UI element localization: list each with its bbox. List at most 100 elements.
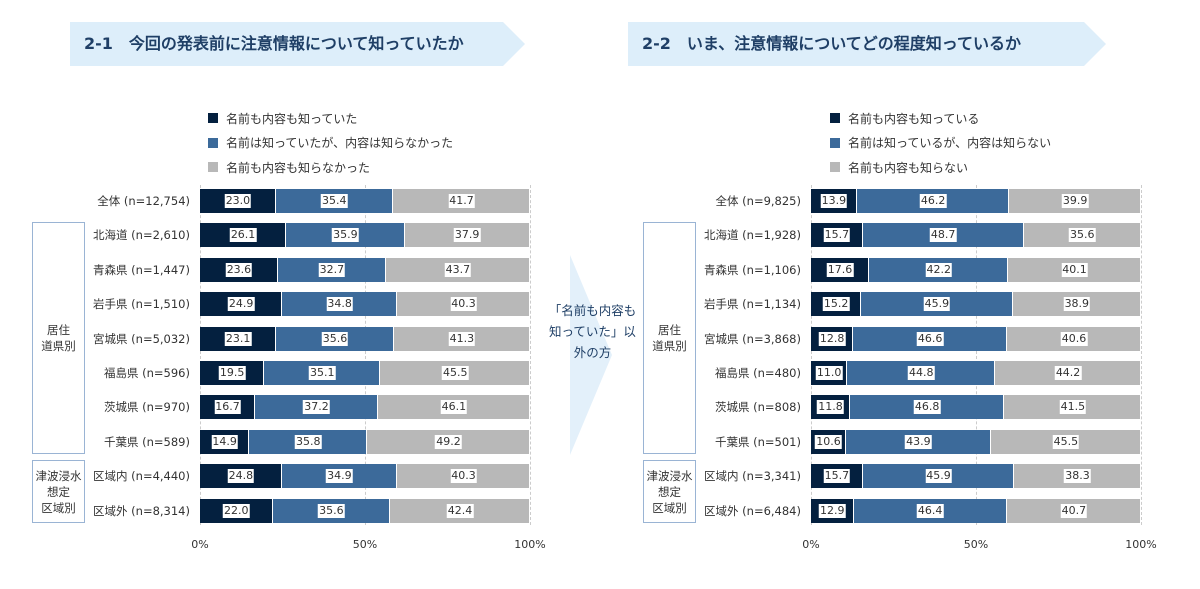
data-label: 37.2 <box>303 400 330 415</box>
x-tick-label: 50% <box>963 538 989 551</box>
data-label: 42.4 <box>446 503 474 518</box>
category-label: 茨城県 (n=970) <box>103 400 190 415</box>
data-label: 41.3 <box>448 331 476 346</box>
data-label: 10.6 <box>815 434 842 449</box>
data-label: 45.9 <box>923 297 951 312</box>
data-label: 46.1 <box>440 400 468 415</box>
gridline <box>1141 185 1142 525</box>
chart-title-2-2: 2-2 いま、注意情報についてどの程度知っているか <box>628 22 1106 66</box>
chart-title-2-1: 2-1 今回の発表前に注意情報について知っていたか <box>70 22 525 66</box>
category-label: 区域内 (n=4,440) <box>93 469 190 484</box>
x-tick-label: 0% <box>802 538 820 551</box>
data-label: 24.8 <box>227 469 255 484</box>
data-label: 13.9 <box>820 194 848 208</box>
data-label: 35.9 <box>332 228 359 243</box>
legend-label: 名前も内容も知らない <box>848 160 969 175</box>
gridline <box>976 185 977 525</box>
data-label: 44.8 <box>907 366 935 380</box>
data-label: 15.7 <box>823 469 851 484</box>
data-label: 42.2 <box>925 262 952 277</box>
data-label: 35.6 <box>321 331 349 346</box>
data-label: 45.9 <box>925 469 952 484</box>
group-box-prefecture: 居住 道県別 <box>643 222 696 454</box>
category-label: 北海道 (n=1,928) <box>704 228 801 243</box>
data-label: 23.0 <box>224 194 252 208</box>
category-label: 千葉県 (n=501) <box>714 434 801 449</box>
gridline <box>200 185 201 525</box>
x-tick-label: 100% <box>1125 538 1157 551</box>
category-label: 宮城県 (n=5,032) <box>93 331 190 346</box>
data-label: 40.3 <box>450 469 477 484</box>
data-label: 49.2 <box>435 434 462 449</box>
data-label: 17.6 <box>826 262 854 277</box>
category-label: 宮城県 (n=3,868) <box>704 331 801 346</box>
data-label: 35.1 <box>309 366 336 380</box>
data-label: 35.6 <box>318 503 345 518</box>
legend-swatch <box>208 113 218 124</box>
legend-label: 名前は知っていたが、内容は知らなかった <box>226 136 454 151</box>
legend-item: 名前も内容も知っている <box>830 106 1051 131</box>
gridline <box>530 185 531 525</box>
legend-swatch <box>830 137 840 148</box>
middle-note: 「名前も内容も知っていた」以外の方 <box>548 303 637 360</box>
data-label: 46.8 <box>913 400 941 415</box>
category-label: 青森県 (n=1,447) <box>93 262 190 277</box>
category-label: 岩手県 (n=1,510) <box>93 297 190 312</box>
data-label: 40.6 <box>1060 331 1088 346</box>
legend-swatch <box>208 137 218 148</box>
category-label: 青森県 (n=1,106) <box>704 262 801 277</box>
legend-item: 名前は知っているが、内容は知らない <box>830 131 1051 156</box>
data-label: 46.2 <box>919 194 947 208</box>
data-label: 12.8 <box>818 331 846 346</box>
data-label: 45.5 <box>1052 434 1080 449</box>
legend-swatch <box>830 162 840 173</box>
data-label: 15.2 <box>822 297 850 312</box>
data-label: 23.1 <box>224 331 252 346</box>
data-label: 43.9 <box>905 434 932 449</box>
group-box-tsunami-zone: 津波浸水 想定 区域別 <box>643 460 696 523</box>
data-label: 11.0 <box>815 366 843 380</box>
data-label: 35.4 <box>321 194 348 208</box>
data-label: 35.6 <box>1069 228 1096 243</box>
data-label: 34.9 <box>326 469 353 484</box>
legend-label: 名前は知っているが、内容は知らない <box>848 136 1052 151</box>
data-label: 11.8 <box>817 400 844 415</box>
category-label: 千葉県 (n=589) <box>103 434 190 449</box>
category-label: 岩手県 (n=1,134) <box>704 297 801 312</box>
legend-item: 名前も内容も知っていた <box>208 106 453 131</box>
category-label: 茨城県 (n=808) <box>714 400 801 415</box>
data-label: 39.9 <box>1061 194 1089 208</box>
data-label: 26.1 <box>229 228 257 243</box>
data-label: 37.9 <box>453 228 481 243</box>
data-label: 43.7 <box>444 262 472 277</box>
legend: 名前も内容も知っている名前は知っているが、内容は知らない 名前も内容も知らない <box>830 106 1051 180</box>
data-label: 34.8 <box>326 297 353 312</box>
data-label: 38.9 <box>1063 297 1091 312</box>
category-label: 区域内 (n=3,341) <box>704 469 801 484</box>
data-label: 15.7 <box>823 228 851 243</box>
data-label: 40.7 <box>1060 503 1088 518</box>
category-label: 区域外 (n=8,314) <box>93 503 190 518</box>
data-label: 40.1 <box>1061 262 1088 277</box>
gridline <box>811 185 812 525</box>
data-label: 46.6 <box>916 331 944 346</box>
data-label: 14.9 <box>211 434 238 449</box>
legend-item: 名前も内容も知らない <box>830 155 1051 180</box>
data-label: 41.7 <box>448 194 475 208</box>
category-label: 福島県 (n=596) <box>103 366 190 380</box>
data-label: 41.5 <box>1059 400 1087 415</box>
legend: 名前も内容も知っていた 名前は知っていたが、内容は知らなかった 名前も内容も知らなか… <box>208 106 453 180</box>
data-label: 16.7 <box>214 400 241 415</box>
legend-label: 名前も内容も知っている <box>848 111 980 126</box>
x-tick-label: 50% <box>352 538 378 551</box>
x-tick-label: 100% <box>514 538 546 551</box>
legend-swatch <box>830 113 840 124</box>
legend-item: 名前は知っていたが、内容は知らなかった <box>208 131 453 156</box>
legend-label: 名前も内容も知っていた <box>226 111 358 126</box>
data-label: 12.9 <box>819 503 846 518</box>
x-tick-label: 0% <box>191 538 209 551</box>
group-box-prefecture: 居住 道県別 <box>32 222 85 454</box>
data-label: 44.2 <box>1054 366 1082 380</box>
data-label: 22.0 <box>223 503 250 518</box>
group-box-tsunami-zone: 津波浸水 想定 区域別 <box>32 460 85 523</box>
